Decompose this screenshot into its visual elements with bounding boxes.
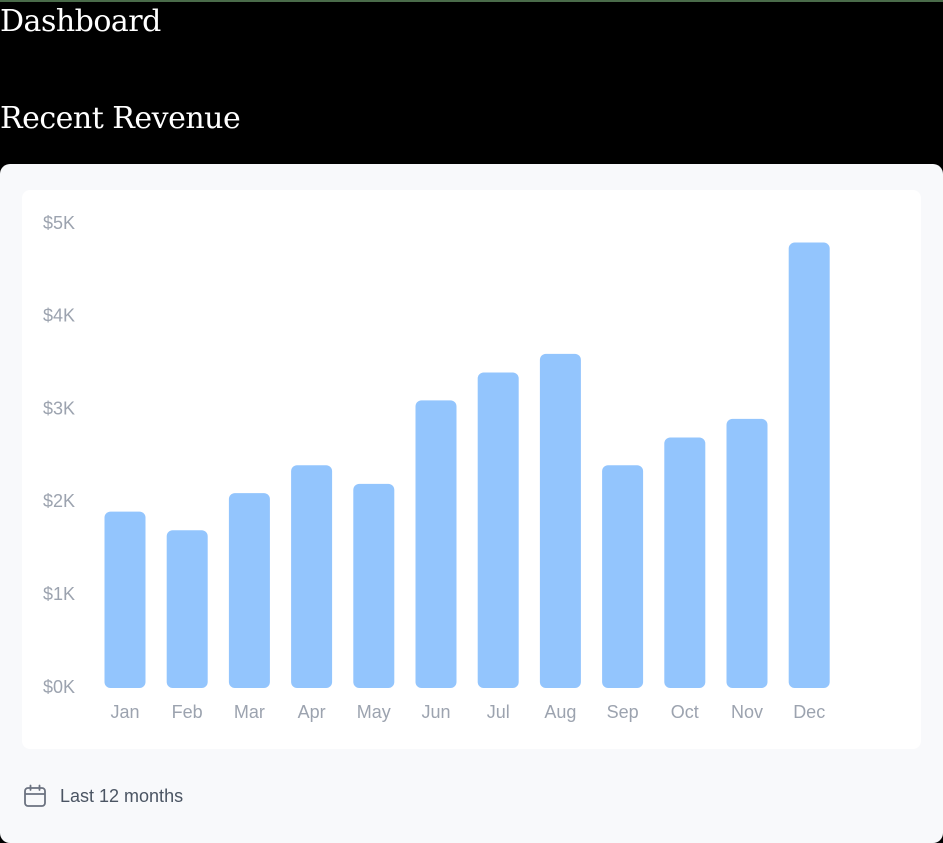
x-tick-label: Sep	[607, 702, 639, 722]
bar-nov[interactable]	[726, 418, 768, 688]
bar-mar[interactable]	[228, 493, 270, 688]
x-tick-label: Nov	[731, 702, 763, 722]
revenue-bar-chart: $5K $4K $3K $2K $1K $0K Jan Feb Mar Apr May Jun Jul…	[43, 213, 830, 722]
bar-dec[interactable]	[788, 242, 830, 688]
y-tick-label: $5K	[43, 213, 75, 233]
bar-jan[interactable]	[104, 511, 146, 688]
bar-apr[interactable]	[291, 465, 333, 688]
bar-aug[interactable]	[539, 353, 581, 688]
date-range-label: Last 12 months	[60, 785, 184, 806]
chart-footer: Last 12 months	[22, 782, 183, 810]
y-tick-label: $4K	[43, 306, 75, 326]
bar-may[interactable]	[353, 483, 395, 688]
y-tick-label: $1K	[43, 584, 75, 604]
y-tick-label: $0K	[43, 677, 75, 697]
y-tick-label: $2K	[43, 491, 75, 511]
section-title: Recent Revenue	[0, 101, 241, 136]
x-tick-label: Dec	[793, 702, 825, 722]
x-tick-label: Jun	[421, 702, 450, 722]
bar-feb[interactable]	[166, 530, 208, 688]
y-tick-label: $3K	[43, 398, 75, 418]
x-tick-label: Apr	[298, 702, 326, 722]
revenue-chart-panel: $5K $4K $3K $2K $1K $0K Jan Feb Mar Apr May Jun Jul…	[22, 190, 921, 749]
x-tick-label: Mar	[234, 702, 265, 722]
calendar-icon	[22, 783, 48, 809]
x-tick-label: Jan	[110, 702, 139, 722]
x-tick-label: Oct	[671, 702, 699, 722]
revenue-card: $5K $4K $3K $2K $1K $0K Jan Feb Mar Apr May Jun Jul…	[0, 164, 943, 843]
bar-jul[interactable]	[477, 372, 519, 688]
x-tick-label: May	[357, 702, 391, 722]
x-tick-label: Jul	[487, 702, 510, 722]
bar-jun[interactable]	[415, 400, 457, 688]
x-tick-label: Feb	[172, 702, 203, 722]
x-axis-ticks: Jan Feb Mar Apr May Jun Jul Aug Sep Oct Nov Dec	[110, 702, 825, 722]
bar-oct[interactable]	[664, 437, 706, 688]
x-tick-label: Aug	[544, 702, 576, 722]
y-axis-ticks: $5K $4K $3K $2K $1K $0K	[43, 213, 75, 697]
top-border	[0, 0, 943, 2]
bar-series	[104, 242, 830, 688]
bar-sep[interactable]	[602, 465, 644, 688]
page-title: Dashboard	[0, 4, 161, 39]
